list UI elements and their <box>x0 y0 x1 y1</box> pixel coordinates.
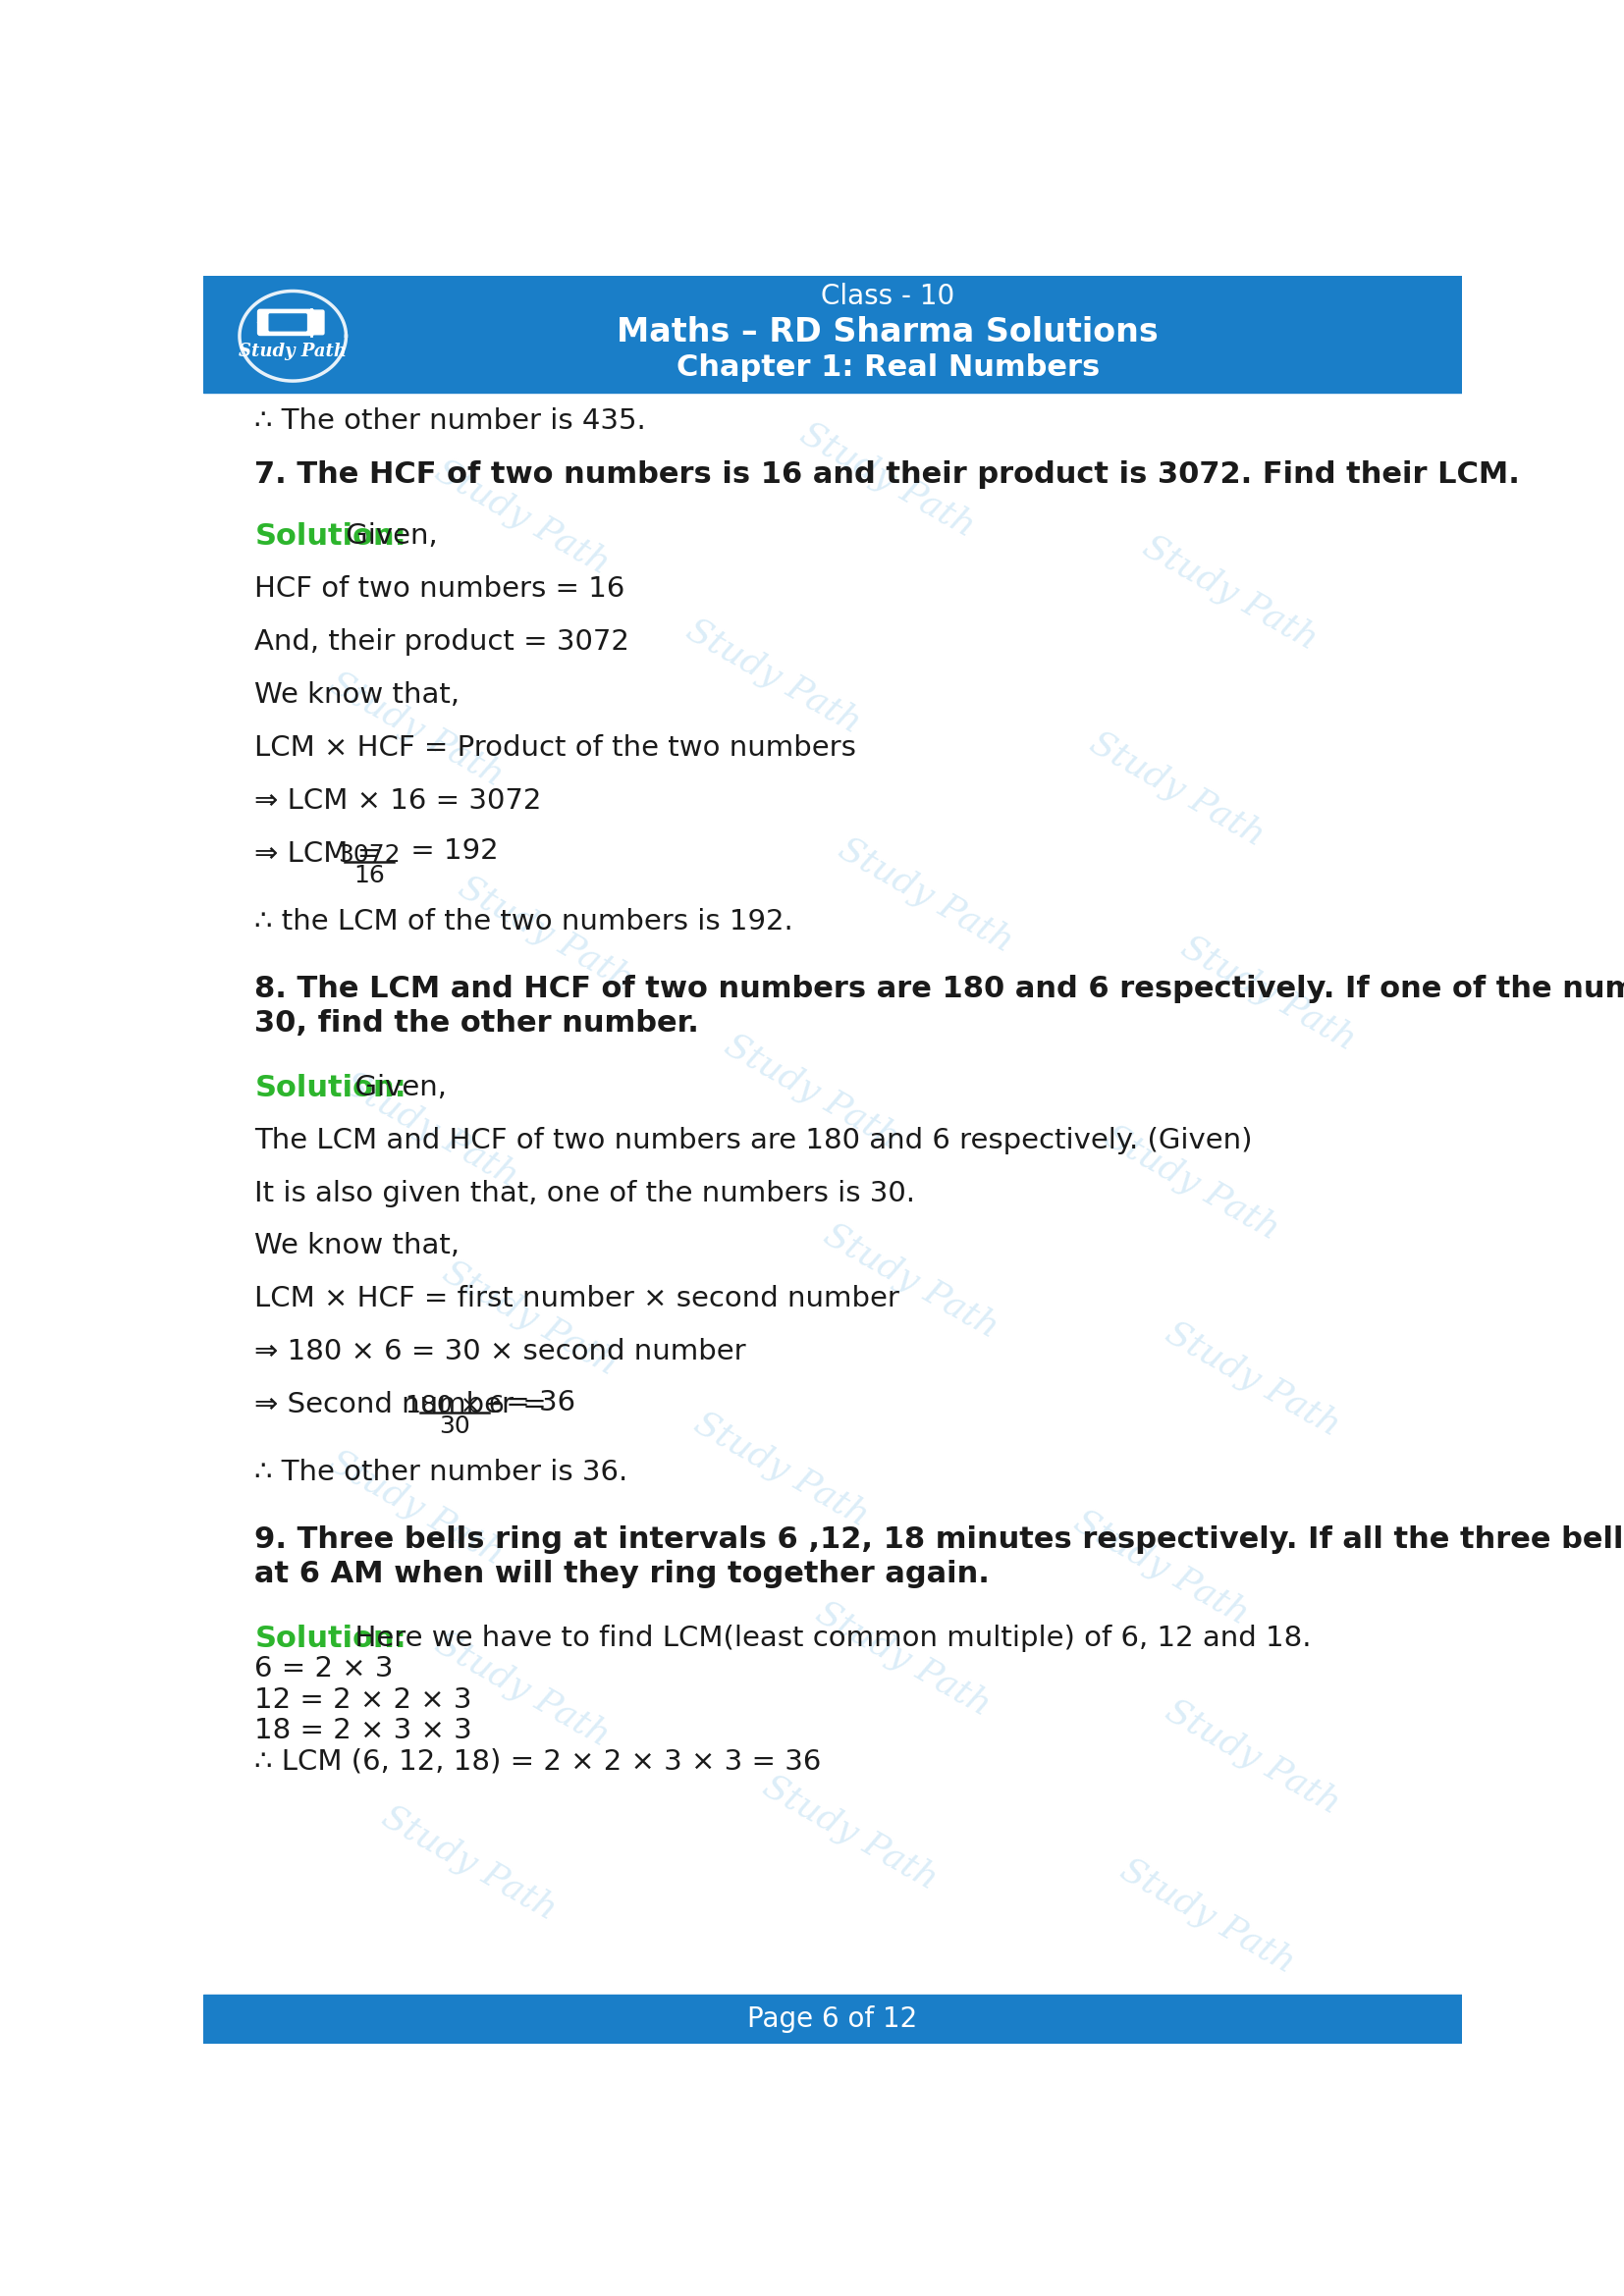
Text: 3072: 3072 <box>338 843 401 866</box>
Text: 30, find the other number.: 30, find the other number. <box>255 1008 700 1038</box>
Text: 16: 16 <box>354 863 385 886</box>
FancyBboxPatch shape <box>304 310 325 335</box>
FancyBboxPatch shape <box>270 315 307 331</box>
Text: 8. The LCM and HCF of two numbers are 180 and 6 respectively. If one of the numb: 8. The LCM and HCF of two numbers are 18… <box>255 974 1624 1003</box>
Text: Study Path: Study Path <box>810 1596 996 1722</box>
Text: Study Path: Study Path <box>817 1217 1004 1345</box>
Text: Chapter 1: Real Numbers: Chapter 1: Real Numbers <box>676 354 1099 381</box>
Text: Study Path: Study Path <box>338 1065 525 1194</box>
Text: Study Path: Study Path <box>1114 1853 1301 1979</box>
Text: = 36: = 36 <box>497 1389 575 1417</box>
Text: Study Path: Study Path <box>1176 930 1361 1056</box>
Text: Here we have to find LCM(least common multiple) of 6, 12 and 18.: Here we have to find LCM(least common mu… <box>336 1626 1312 1653</box>
Text: 7. The HCF of two numbers is 16 and their product is 3072. Find their LCM.: 7. The HCF of two numbers is 16 and thei… <box>255 461 1520 489</box>
Text: 9. Three bells ring at intervals 6 ,12, 18 minutes respectively. If all the thre: 9. Three bells ring at intervals 6 ,12, … <box>255 1525 1624 1554</box>
Text: ⇒ LCM × 16 = 3072: ⇒ LCM × 16 = 3072 <box>255 788 542 815</box>
Text: HCF of two numbers = 16: HCF of two numbers = 16 <box>255 576 625 604</box>
Text: 180 × 6: 180 × 6 <box>406 1394 505 1417</box>
Text: Study Path: Study Path <box>429 1626 615 1752</box>
Text: Solution:: Solution: <box>255 523 406 551</box>
Text: Study Path: Study Path <box>757 1768 944 1896</box>
Text: We know that,: We know that, <box>255 1233 460 1261</box>
Text: Page 6 of 12: Page 6 of 12 <box>747 2004 918 2032</box>
Text: Study Path: Study Path <box>833 831 1020 960</box>
Text: ∴ The other number is 435.: ∴ The other number is 435. <box>255 409 646 436</box>
Polygon shape <box>258 315 270 331</box>
Text: 6 = 2 × 3: 6 = 2 × 3 <box>255 1655 393 1683</box>
Bar <box>203 1995 1462 2043</box>
Text: Study Path: Study Path <box>1099 1118 1286 1247</box>
Text: ⇒ LCM =: ⇒ LCM = <box>255 840 391 868</box>
Text: 12 = 2 × 2 × 3: 12 = 2 × 2 × 3 <box>255 1685 473 1713</box>
Text: Solution:: Solution: <box>255 1075 406 1102</box>
Text: Study Path: Study Path <box>1069 1504 1255 1632</box>
Text: Study Path: Study Path <box>451 870 638 996</box>
Text: Study Path: Study Path <box>1137 530 1324 657</box>
Text: ∴ the LCM of the two numbers is 192.: ∴ the LCM of the two numbers is 192. <box>255 907 794 934</box>
Text: Study Path: Study Path <box>689 1405 875 1534</box>
Text: Study Path: Study Path <box>323 666 510 792</box>
Text: It is also given that, one of the numbers is 30.: It is also given that, one of the number… <box>255 1180 916 1208</box>
Text: = 192: = 192 <box>401 838 499 866</box>
Text: Study Path: Study Path <box>718 1029 905 1155</box>
Text: LCM × HCF = Product of the two numbers: LCM × HCF = Product of the two numbers <box>255 735 856 762</box>
Text: Given,: Given, <box>336 523 438 551</box>
Text: We know that,: We know that, <box>255 682 460 709</box>
Text: The LCM and HCF of two numbers are 180 and 6 respectively. (Given): The LCM and HCF of two numbers are 180 a… <box>255 1127 1252 1155</box>
FancyBboxPatch shape <box>258 310 313 335</box>
Text: Study Path: Study Path <box>794 416 981 544</box>
Text: Solution:: Solution: <box>255 1626 406 1653</box>
Text: Study Path: Study Path <box>429 455 615 581</box>
Text: Study Path: Study Path <box>1083 726 1270 854</box>
Text: Study Path: Study Path <box>437 1256 624 1382</box>
Text: Study Path: Study Path <box>1160 1316 1346 1442</box>
Text: Study Path: Study Path <box>1160 1694 1346 1821</box>
Text: at 6 AM when will they ring together again.: at 6 AM when will they ring together aga… <box>255 1561 991 1589</box>
Text: ∴ The other number is 36.: ∴ The other number is 36. <box>255 1460 628 1486</box>
Bar <box>203 276 1462 393</box>
Text: ∴ LCM (6, 12, 18) = 2 × 2 × 3 × 3 = 36: ∴ LCM (6, 12, 18) = 2 × 2 × 3 × 3 = 36 <box>255 1747 822 1775</box>
Text: Given,: Given, <box>336 1075 447 1102</box>
Text: 30: 30 <box>438 1414 471 1437</box>
Text: And, their product = 3072: And, their product = 3072 <box>255 629 630 657</box>
Text: ⇒ 180 × 6 = 30 × second number: ⇒ 180 × 6 = 30 × second number <box>255 1339 747 1366</box>
Text: LCM × HCF = first number × second number: LCM × HCF = first number × second number <box>255 1286 900 1313</box>
Text: ⇒ Second number =: ⇒ Second number = <box>255 1391 555 1419</box>
Text: 18 = 2 × 3 × 3: 18 = 2 × 3 × 3 <box>255 1717 473 1745</box>
Text: Class - 10: Class - 10 <box>822 282 955 310</box>
Text: Maths – RD Sharma Solutions: Maths – RD Sharma Solutions <box>617 317 1158 349</box>
Text: Study Path: Study Path <box>680 613 867 739</box>
Text: Study Path: Study Path <box>323 1444 510 1570</box>
Text: Study Path: Study Path <box>377 1800 562 1926</box>
Text: Study Path: Study Path <box>239 342 348 360</box>
